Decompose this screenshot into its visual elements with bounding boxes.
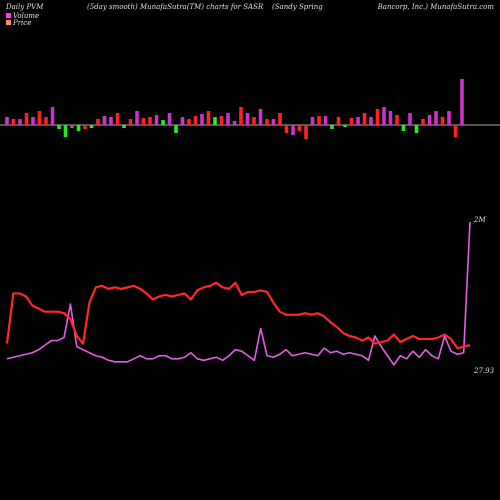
volume-bar [401, 125, 406, 131]
volume-bar [369, 117, 373, 125]
volume-bar [395, 115, 399, 125]
price-annotation: 27.93 [473, 367, 495, 375]
volume-bar [414, 125, 419, 133]
volume-bar [128, 119, 133, 125]
volume-bar [258, 109, 263, 125]
volume-bar [96, 119, 100, 125]
volume-bar [115, 113, 120, 125]
volume-bar [336, 117, 341, 125]
volume-bar [154, 115, 159, 125]
volume-bar [226, 113, 230, 125]
volume-bar [102, 116, 107, 125]
volume-bar [24, 113, 29, 125]
volume-bar [18, 119, 22, 125]
volume-bar [278, 113, 282, 125]
volume-bar [50, 107, 55, 125]
volume-bar [284, 125, 289, 133]
volume-bar [453, 125, 458, 137]
legend-price-label: Price [12, 19, 31, 27]
header-center-left: (5day smooth) MunafaSutra(TM) charts for… [87, 3, 264, 11]
volume-bar [219, 116, 224, 125]
volume-bar [265, 119, 269, 125]
volume-bar [447, 111, 451, 125]
volume-bar [57, 125, 61, 129]
volume-bar [213, 117, 217, 125]
volume-bar [37, 111, 42, 125]
volume-bar [70, 125, 74, 128]
legend-volume-label: Volume [13, 12, 39, 20]
volume-bar [63, 125, 68, 137]
volume-bar [31, 117, 35, 125]
volume-bar [148, 117, 152, 125]
volume-bar [310, 117, 315, 125]
volume-bar [317, 116, 321, 125]
volume-bar [421, 119, 425, 125]
header-left: Daily PVM [5, 3, 44, 11]
volume-bars [5, 79, 464, 139]
volume-bar [11, 119, 16, 125]
volume-bar [167, 113, 172, 125]
volume-bar [141, 118, 146, 125]
volume-bar [388, 111, 393, 125]
volume-bar [382, 107, 386, 125]
volume-bar [206, 111, 211, 125]
volume-bar [187, 119, 191, 125]
volume-bar [245, 113, 250, 125]
volume-bar [408, 113, 412, 125]
volume-bar [135, 111, 139, 125]
volume-bar [271, 119, 276, 125]
volume-bar [83, 125, 87, 129]
volume-bar [174, 125, 178, 133]
volume-bar [304, 125, 308, 139]
header-center-right: (Sandy Spring [272, 3, 323, 11]
volume-bar [252, 117, 256, 125]
volume-annotation: 2M [473, 216, 486, 224]
volume-bar [460, 79, 464, 125]
volume-bar [356, 117, 360, 125]
volume-bar [343, 125, 347, 127]
volume-bar [122, 125, 126, 128]
volume-bar [89, 125, 94, 128]
volume-bar [323, 116, 328, 125]
volume-bar [109, 117, 113, 125]
volume-bar [200, 114, 204, 125]
volume-bar [232, 121, 237, 125]
legend-volume-swatch [6, 13, 11, 18]
volume-bar [239, 107, 243, 125]
volume-bar [297, 125, 302, 131]
volume-bar [180, 117, 185, 125]
volume-bar [76, 125, 81, 131]
volume-bar [5, 117, 9, 125]
header-right: Bancorp, Inc.) MunafaSutra.com [377, 3, 495, 11]
volume-bar [44, 117, 48, 125]
volume-bar [427, 115, 432, 125]
volume-line [6, 221, 471, 366]
volume-bar [440, 117, 445, 125]
legend-price-swatch [6, 20, 11, 25]
volume-bar [330, 125, 334, 129]
price-line [5, 281, 471, 350]
volume-bar [161, 120, 165, 125]
volume-bar [375, 109, 380, 125]
volume-bar [291, 125, 295, 135]
volume-bar [434, 111, 438, 125]
lines-layer [5, 221, 471, 366]
volume-bar [349, 118, 354, 125]
volume-bar [362, 113, 367, 125]
volume-bar [193, 116, 198, 125]
